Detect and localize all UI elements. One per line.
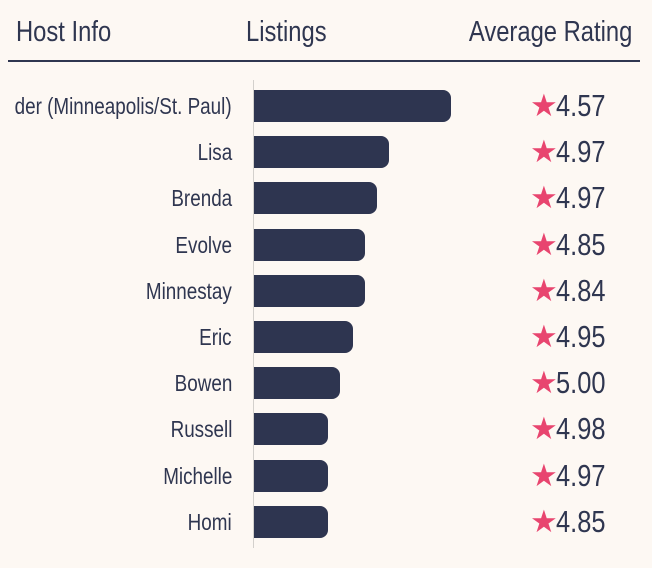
average-rating-header: Average Rating (468, 16, 632, 48)
host-name-label: Lisa (197, 139, 232, 166)
star-icon: ★ (530, 226, 558, 262)
star-icon: ★ (530, 272, 558, 308)
listings-bar (254, 321, 353, 353)
average-rating: ★4.98 (530, 409, 616, 449)
listings-header: Listings (246, 16, 327, 48)
host-info-header: Host Info (16, 16, 112, 48)
star-icon: ★ (530, 457, 558, 493)
star-icon: ★ (530, 134, 558, 170)
average-rating: ★5.00 (530, 363, 616, 403)
bar-axis-line (253, 80, 254, 548)
host-name-label: Michelle (162, 462, 232, 489)
average-rating: ★4.85 (530, 502, 616, 542)
average-rating: ★4.97 (530, 178, 616, 218)
listings-bar (254, 413, 328, 446)
average-rating: ★4.84 (530, 271, 616, 311)
listings-bar (254, 228, 365, 261)
host-name-label-clip: Brenda (0, 183, 234, 213)
star-icon: ★ (530, 180, 558, 216)
listings-bar (254, 367, 341, 400)
host-name-label-clip: Lisa (0, 137, 234, 167)
rating-value: 5.00 (555, 365, 606, 401)
listings-bar (254, 274, 365, 307)
host-name-label-clip: Eric (0, 322, 234, 352)
rating-value: 4.85 (555, 226, 606, 262)
rating-value: 4.97 (555, 134, 606, 170)
host-name-label-clip: Michelle (0, 461, 234, 491)
host-name-label: Evolve (175, 231, 232, 258)
host-name-label: Brenda (171, 185, 232, 212)
average-rating: ★4.57 (530, 86, 616, 126)
listings-bar (254, 459, 328, 492)
star-icon: ★ (530, 88, 558, 123)
average-rating: ★4.95 (530, 317, 616, 357)
host-name-label: Homi (187, 508, 232, 535)
star-icon: ★ (530, 411, 558, 447)
rating-value: 4.95 (555, 319, 606, 354)
host-name-label: Bowen (174, 370, 232, 397)
host-name-label-clip: Russell (0, 414, 234, 444)
host-name-label-clip: der (Minneapolis/St. Paul) (0, 91, 234, 121)
rating-value: 4.98 (555, 411, 606, 447)
star-icon: ★ (530, 319, 558, 354)
listings-bar (254, 90, 451, 122)
average-rating: ★4.97 (530, 456, 616, 496)
star-icon: ★ (530, 365, 558, 401)
table-header: Host Info Listings Average Rating (0, 0, 652, 62)
listings-bar (254, 136, 390, 169)
host-name-label-clip: Evolve (0, 230, 234, 260)
host-name-label-clip: Homi (0, 507, 234, 537)
host-name-label: der (Minneapolis/St. Paul) (15, 93, 232, 119)
host-name-label: Eric (199, 324, 232, 350)
average-rating: ★4.97 (530, 132, 616, 172)
listings-bar (254, 505, 328, 538)
star-icon: ★ (530, 503, 558, 539)
rating-value: 4.97 (555, 180, 606, 216)
listings-bar (254, 182, 378, 215)
rating-value: 4.97 (555, 457, 606, 493)
rating-value: 4.57 (555, 88, 606, 123)
host-name-label: Minnestay (146, 277, 232, 304)
header-divider (8, 60, 640, 62)
rating-value: 4.84 (555, 272, 606, 308)
host-name-label-clip: Minnestay (0, 276, 234, 306)
host-name-label: Russell (170, 416, 232, 443)
host-name-label-clip: Bowen (0, 368, 234, 398)
average-rating: ★4.85 (530, 225, 616, 265)
rating-value: 4.85 (555, 503, 606, 539)
